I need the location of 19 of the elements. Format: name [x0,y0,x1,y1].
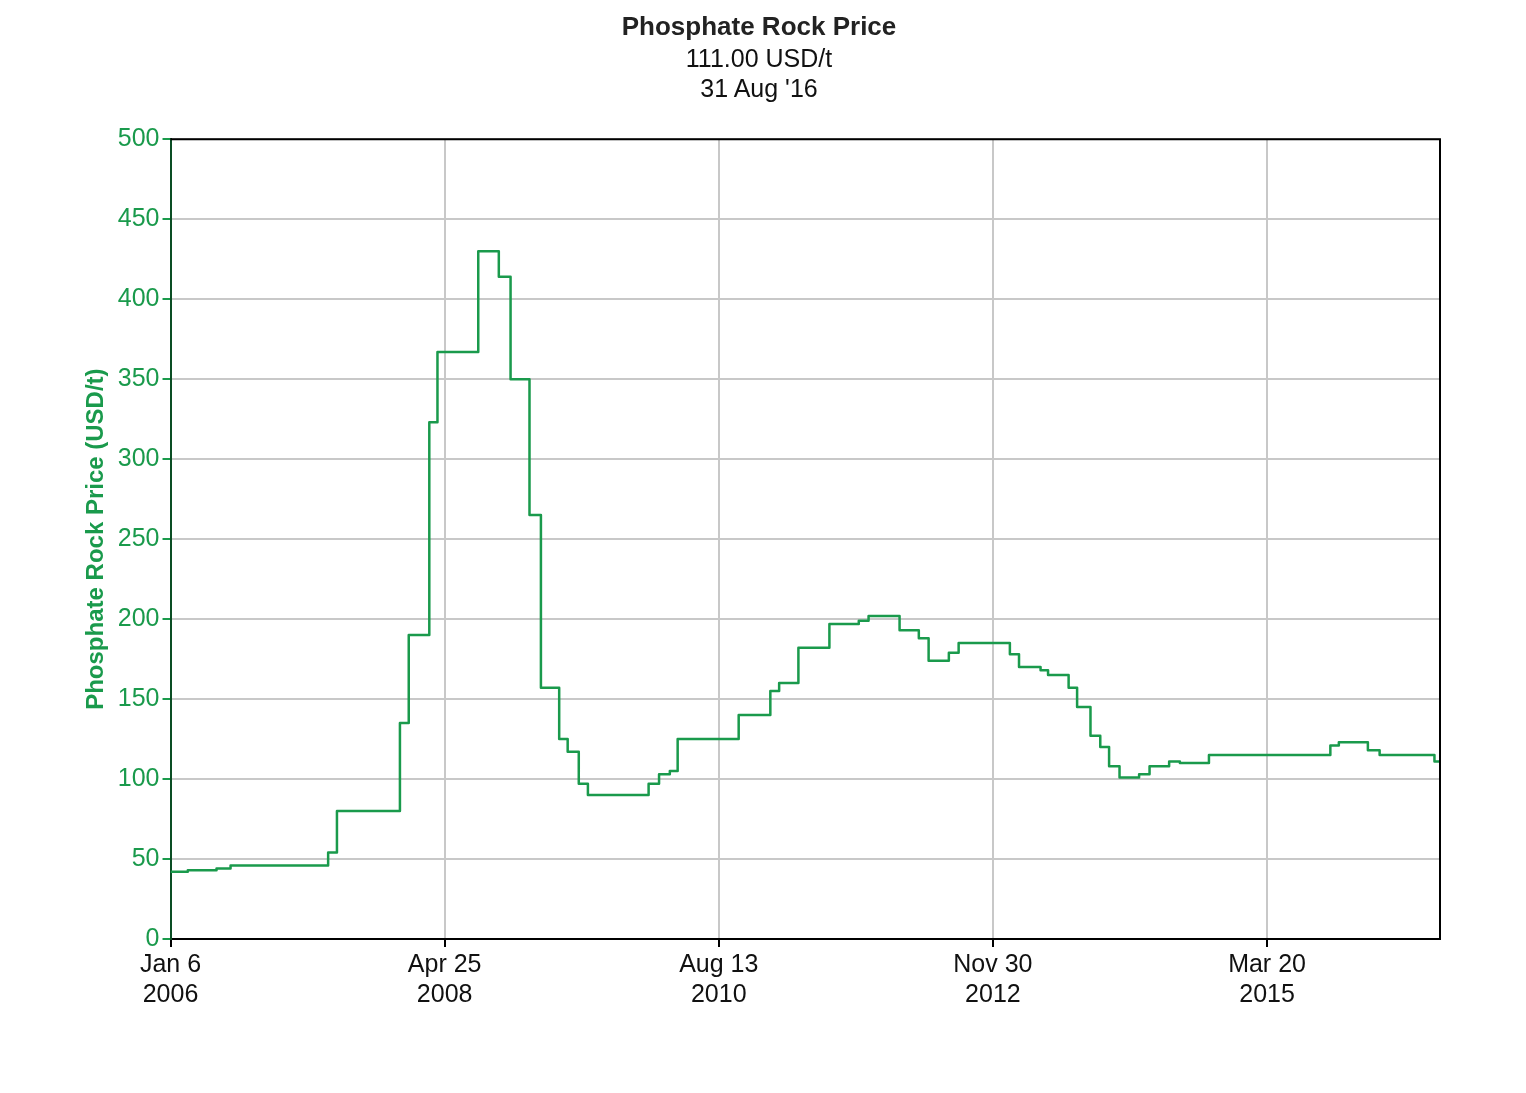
y-tick-label: 50 [131,842,160,871]
x-tick-label: Mar 20 2015 [1228,948,1306,1007]
x-tick-label: Aug 13 2010 [679,948,759,1007]
y-tick-label: 200 [117,602,160,631]
y-tick-label: 250 [117,522,160,551]
y-tick-label: 0 [145,922,160,951]
y-tick-label: 100 [117,762,160,791]
y-tick-label: 300 [117,443,160,472]
x-tick-label: Jan 6 2006 [139,948,202,1007]
chart-title: Phosphate Rock Price [621,10,897,41]
y-axis-title: Phosphate Rock Price (USD/t) [81,368,109,710]
x-tick-label: Nov 30 2012 [953,948,1033,1007]
y-tick-label: 400 [117,283,160,312]
y-tick-label: 450 [117,203,160,232]
chart-subtitle: 111.00 USD/t 31 Aug '16 [685,44,833,103]
y-tick-label: 500 [117,123,160,152]
y-tick-label: 150 [117,682,160,711]
x-tick-label: Apr 25 2008 [407,948,482,1007]
y-tick-label: 350 [117,363,160,392]
